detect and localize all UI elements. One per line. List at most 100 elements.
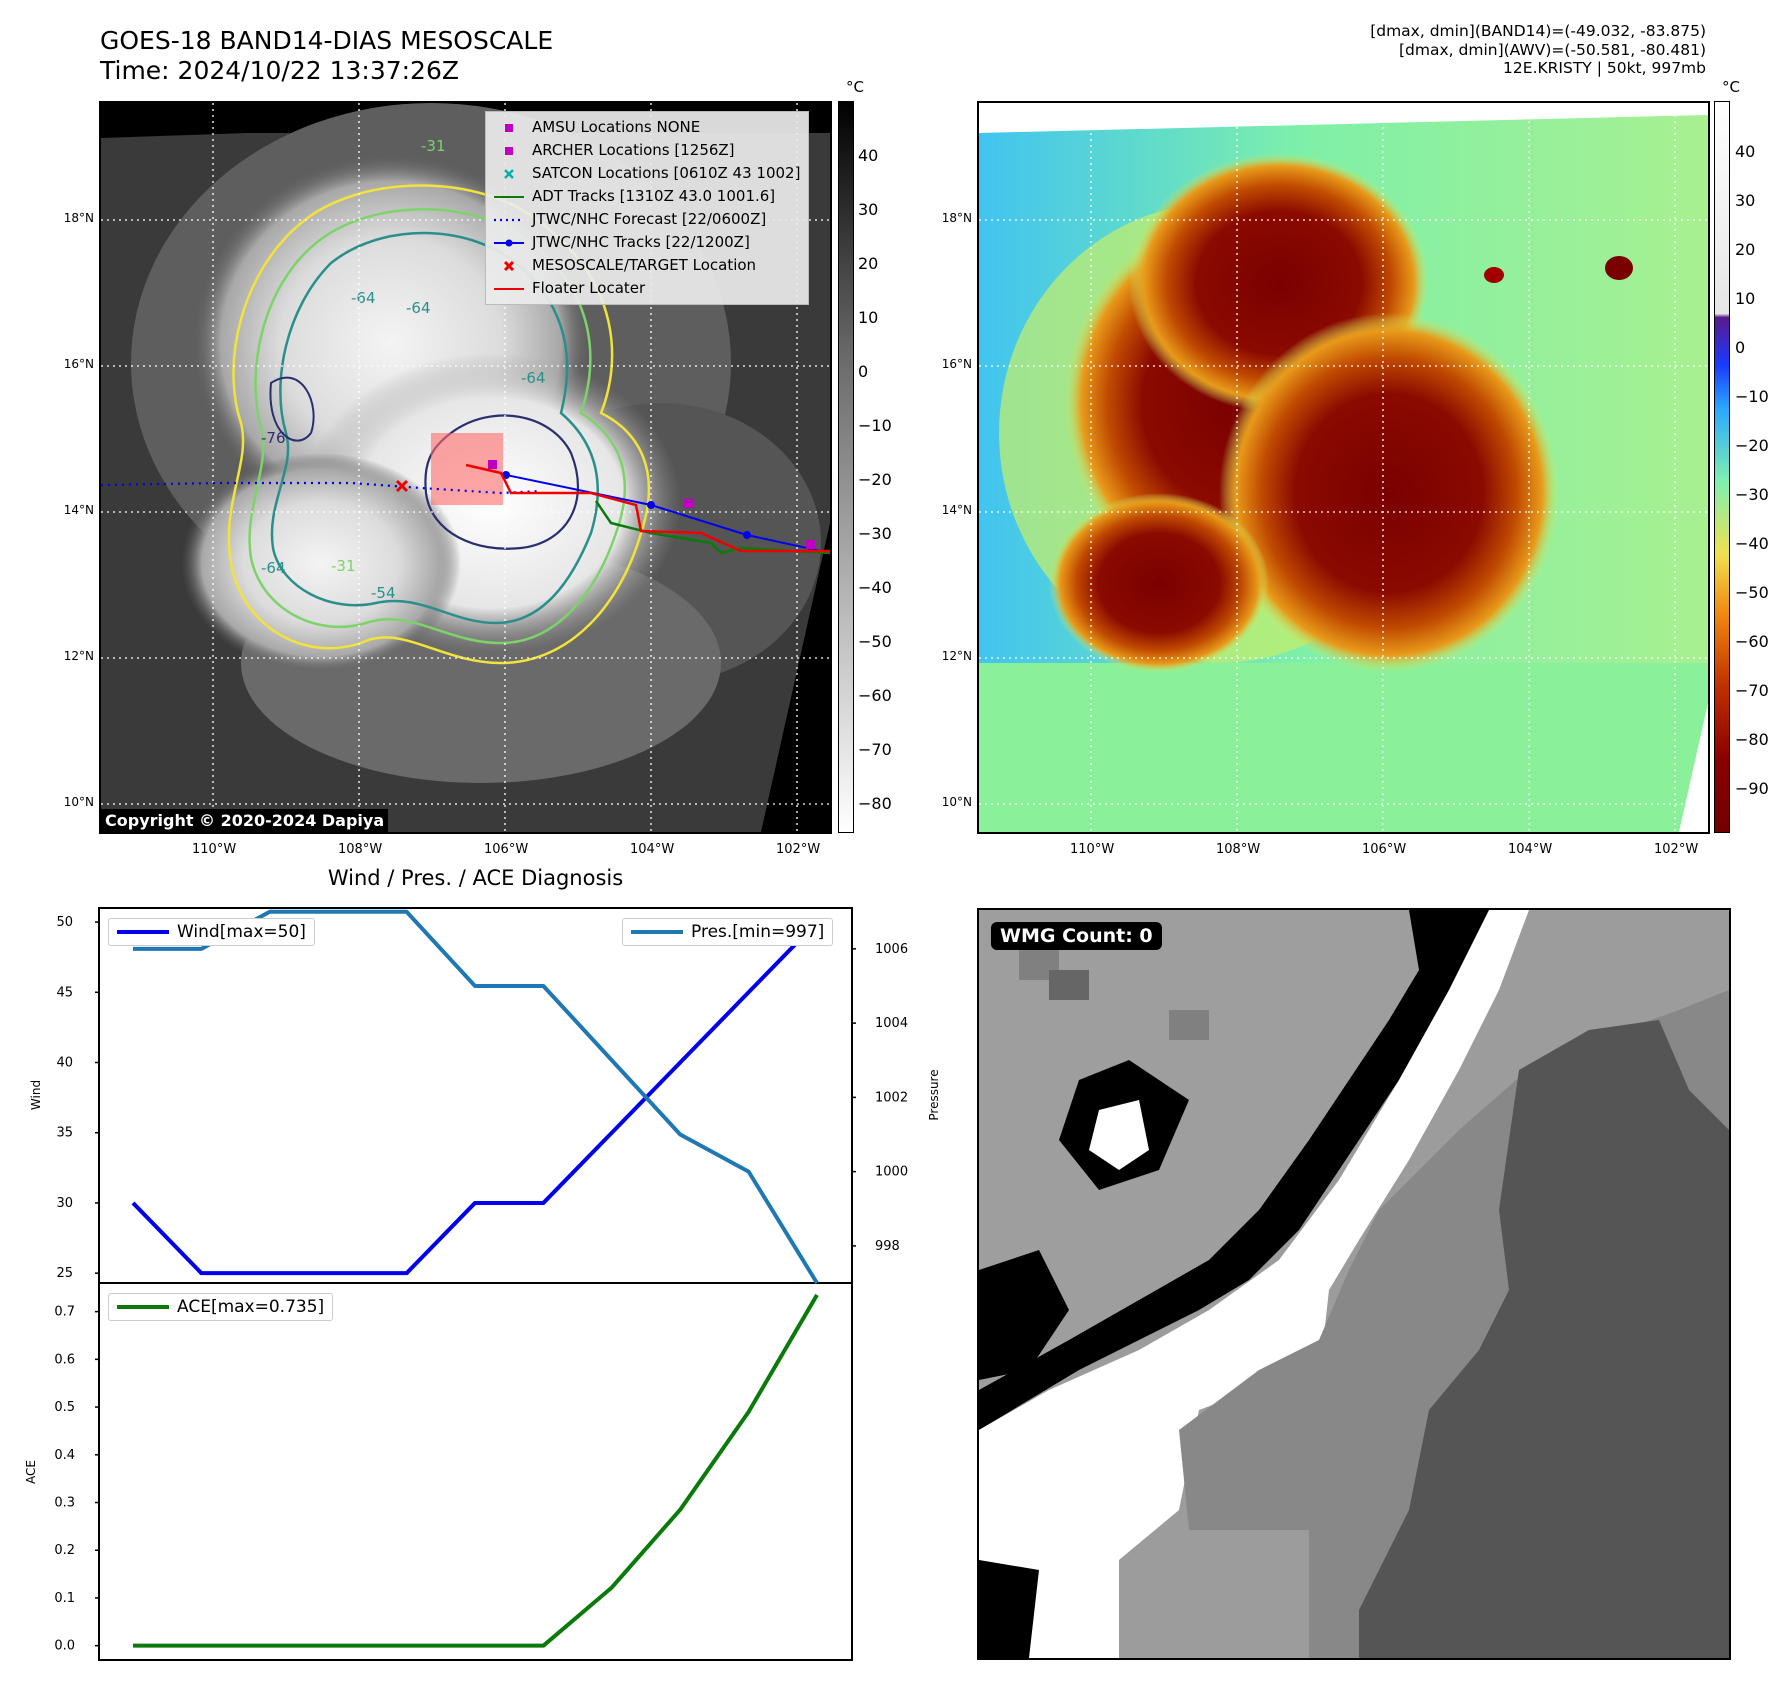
awv-lat-labels: 18°N 16°N 14°N 12°N 10°N [928, 101, 974, 834]
wind-ticks: 50 45 40 35 30 25 [56, 915, 99, 1281]
band14-range: [dmax, dmin](BAND14)=(-49.032, -83.875) [1370, 22, 1706, 40]
legend-swatch [631, 930, 683, 934]
lon-label: 102°W [1654, 842, 1699, 857]
archer-marker [684, 499, 693, 508]
ace-legend: ACE[max=0.735] [108, 1293, 334, 1321]
legend-item-floater: Floater Locater [494, 277, 800, 300]
cbar-tick: 20 [858, 254, 879, 273]
wind-line [131, 920, 819, 1276]
contour-label: -64 [261, 559, 286, 577]
pressure-axis-label: Pressure [927, 1069, 941, 1120]
ace-tick-label: 0.5 [54, 1400, 75, 1415]
legend-item-satcon: SATCON Locations [0610Z 43 1002] [494, 162, 800, 185]
jtwc-track-point [743, 531, 751, 539]
figure-title: GOES-18 BAND14-DIAS MESOSCALE Time: 2024… [100, 26, 553, 86]
awv-map-svg [979, 103, 1708, 832]
awv-lon-labels: 110°W 108°W 106°W 104°W 102°W [977, 842, 1710, 862]
contour-label: -64 [521, 369, 546, 387]
cbar-tick: −20 [858, 470, 892, 489]
ace-tick-label: 0.1 [54, 1591, 75, 1606]
diagnosis-title: Wind / Pres. / ACE Diagnosis [327, 866, 624, 890]
cbar-tick: −50 [858, 632, 892, 651]
legend-label: MESOSCALE/TARGET Location [532, 256, 757, 274]
lon-label: 102°W [776, 842, 821, 857]
ace-axis-label: ACE [24, 1460, 38, 1484]
cbar-tick: −10 [858, 416, 892, 435]
wind-tick-label: 25 [56, 1266, 73, 1281]
stats-block: [dmax, dmin](BAND14)=(-49.032, -83.875) … [1370, 22, 1706, 78]
wind-axis-label: Wind [29, 1080, 43, 1110]
legend-swatch [117, 1305, 169, 1309]
lon-label: 106°W [1362, 842, 1407, 857]
cbar-tick: 30 [1735, 191, 1756, 210]
awv-colorbar-unit: °C [1722, 78, 1740, 96]
wind-tick-label: 40 [56, 1055, 73, 1070]
legend-label: Pres.[min=997] [691, 922, 825, 942]
ace-tick-label: 0.2 [54, 1543, 75, 1558]
title-line-2: Time: 2024/10/22 13:37:26Z [100, 56, 459, 85]
archer-marker [806, 540, 815, 549]
lat-label: 18°N [63, 211, 94, 225]
ace-tick-label: 0.4 [54, 1448, 75, 1463]
wind-tick-label: 45 [56, 985, 73, 1000]
legend-item-amsu: AMSU Locations NONE [494, 116, 800, 139]
contour-label: -64 [351, 289, 376, 307]
lat-label: 14°N [941, 503, 972, 517]
lat-label: 10°N [941, 795, 972, 809]
lat-label: 16°N [63, 357, 94, 371]
wind-series [131, 920, 819, 1276]
ir-east-nodata [761, 523, 830, 832]
awv-colorbar-ticks: 40 30 20 10 0 −10 −20 −30 −40 −50 −60 −7… [1735, 101, 1780, 831]
legend-label: JTWC/NHC Tracks [22/1200Z] [532, 233, 750, 251]
ir-lon-labels: 110°W 108°W 106°W 104°W 102°W [99, 842, 832, 862]
cbar-tick: −70 [1735, 681, 1769, 700]
cbar-tick: 30 [858, 200, 879, 219]
ace-series [132, 1293, 819, 1648]
lat-label: 10°N [63, 795, 94, 809]
pressure-ticks: 1006 1004 1002 1000 998 [852, 942, 908, 1254]
cbar-tick: −80 [858, 794, 892, 813]
pressure-legend: Pres.[min=997] [622, 918, 834, 946]
pressure-tick-label: 1004 [875, 1016, 908, 1031]
ace-ticks: 0.7 0.6 0.5 0.4 0.3 0.2 0.1 0.0 [54, 1305, 99, 1654]
cbar-tick: −20 [1735, 436, 1769, 455]
cbar-tick: −80 [1735, 730, 1769, 749]
legend-label: Wind[max=50] [177, 922, 306, 942]
pressure-tick-label: 1002 [875, 1090, 908, 1105]
cbar-tick: 10 [1735, 289, 1756, 308]
lat-label: 16°N [941, 357, 972, 371]
awv-colorbar [1714, 101, 1730, 833]
cbar-tick: −30 [1735, 485, 1769, 504]
cbar-tick: −40 [858, 578, 892, 597]
legend-label: AMSU Locations NONE [532, 118, 701, 136]
lat-label: 12°N [63, 649, 94, 663]
pressure-tick-label: 998 [875, 1239, 900, 1254]
wmg-count-badge: WMG Count: 0 [991, 922, 1162, 950]
lat-label: 12°N [941, 649, 972, 663]
legend-swatch [117, 930, 169, 934]
target-marker [395, 479, 409, 493]
ir-colorbar-ticks: 40 30 20 10 0 −10 −20 −30 −40 −50 −60 −7… [858, 101, 898, 831]
awv-range: [dmax, dmin](AWV)=(-50.581, -80.481) [1399, 40, 1706, 59]
awv-gridlines [979, 103, 1708, 832]
cbar-tick: −70 [858, 740, 892, 759]
pressure-tick-label: 1006 [875, 942, 908, 957]
cbar-tick: 0 [858, 362, 869, 381]
wind-tick-label: 30 [56, 1196, 73, 1211]
floater-track-line [465, 463, 830, 553]
lon-label: 106°W [484, 842, 529, 857]
wind-legend: Wind[max=50] [108, 918, 315, 946]
wind-pres-axes [98, 907, 853, 1284]
cbar-tick: 40 [1735, 142, 1756, 161]
ace-tick-label: 0.6 [54, 1352, 75, 1367]
cbar-tick: −90 [1735, 779, 1769, 798]
legend-item-jtwc: JTWC/NHC Tracks [22/1200Z] [494, 231, 800, 254]
archer-marker [488, 460, 497, 469]
ace-tick-label: 0.7 [54, 1305, 75, 1320]
contour-label: -54 [371, 584, 396, 602]
legend-label: Floater Locater [532, 279, 646, 297]
ace-line [133, 1293, 819, 1648]
contour-label: -31 [421, 137, 446, 155]
legend-label: ACE[max=0.735] [177, 1297, 325, 1317]
